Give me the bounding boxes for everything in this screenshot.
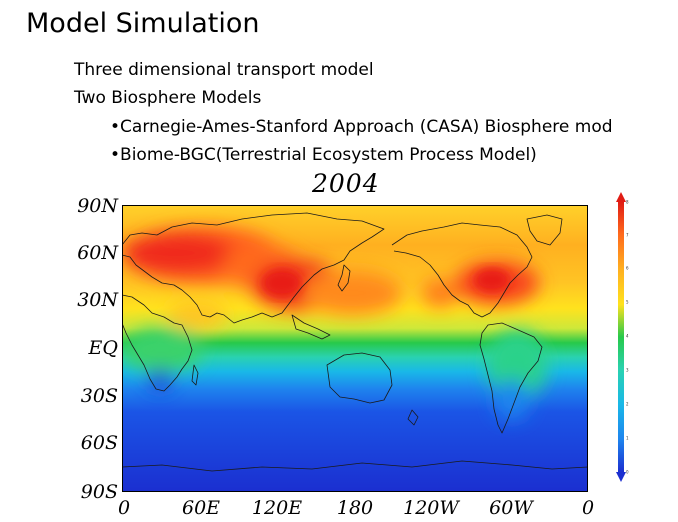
colorbar-tick-1: 1: [626, 435, 629, 441]
pacific-plume: [302, 271, 402, 315]
bullet-transport-model: Three dimensional transport model: [74, 60, 374, 80]
sub-bullet-biome-bgc: •Biome-BGC(Terrestrial Ecosystem Process…: [110, 145, 537, 165]
y-tick-30s: 30S: [80, 385, 118, 407]
x-tick-0: 0: [117, 497, 131, 519]
europe-core: [122, 233, 232, 273]
australia-coast: [326, 352, 393, 404]
south-america-blue: [494, 380, 530, 420]
concentration-cores: [262, 268, 510, 297]
colorbar-top-arrow: [616, 192, 626, 202]
africa-green: [122, 328, 202, 372]
sub-bullet-casa: •Carnegie-Ames-Stanford Approach (CASA) …: [110, 117, 613, 137]
map-title: 2004: [312, 169, 380, 198]
x-tick-120w: 120W: [403, 497, 459, 519]
colorbar: [616, 192, 626, 482]
y-tick-30n: 30N: [77, 289, 118, 311]
map-frame: [122, 205, 588, 492]
colorbar-tick-6: 6: [626, 265, 629, 271]
colorbar-tick-5: 5: [626, 299, 629, 305]
y-tick-90s: 90S: [80, 481, 118, 503]
southeast-asia: [291, 314, 331, 340]
arabia-plume: [167, 301, 227, 329]
new-zealand: [407, 409, 419, 426]
colorbar-tick-0: 0: [626, 469, 629, 475]
co2-concentration-map: [122, 205, 588, 492]
eurasia-coast: [122, 212, 385, 324]
antarctica-coast: [122, 460, 588, 472]
slide-title: Model Simulation: [26, 8, 260, 39]
x-tick-60e: 60E: [181, 497, 221, 519]
x-tick-60w: 60W: [489, 497, 533, 519]
west-na-plume: [422, 279, 458, 307]
africa-south-blue: [146, 370, 174, 390]
colorbar-gradient: [618, 202, 624, 472]
y-tick-60s: 60S: [80, 432, 118, 454]
south-america-green: [487, 330, 547, 400]
north-america-coast: [391, 222, 533, 318]
colorbar-bottom-arrow: [616, 472, 626, 482]
x-tick-0-east: 0: [581, 497, 595, 519]
bullet-biosphere-models: Two Biosphere Models: [74, 88, 262, 108]
japan: [337, 264, 351, 292]
colorbar-tick-2: 2: [626, 401, 629, 407]
y-tick-90n: 90N: [77, 195, 118, 217]
coastline-outlines: [122, 212, 588, 472]
colorbar-tick-3: 3: [626, 367, 629, 373]
x-tick-120e: 120E: [251, 497, 303, 519]
colorbar-tick-7: 7: [626, 232, 629, 238]
africa-coast: [122, 294, 193, 392]
south-america-coast: [479, 322, 543, 434]
colorbar-tick-4: 4: [626, 333, 629, 339]
y-tick-60n: 60N: [77, 242, 118, 264]
greenland: [526, 214, 563, 246]
madagascar: [191, 364, 199, 386]
y-tick-eq: EQ: [88, 337, 118, 359]
eastern-us-core: [474, 268, 510, 292]
x-tick-180: 180: [336, 497, 374, 519]
east-asia-core: [262, 269, 302, 297]
colorbar-tick-8: 8: [626, 199, 629, 205]
